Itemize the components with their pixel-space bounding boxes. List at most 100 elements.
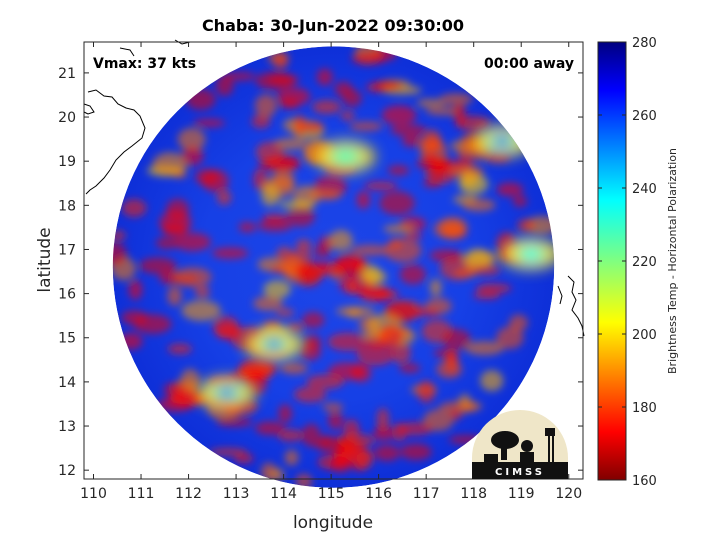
texture-cell [399, 363, 421, 373]
x-tick-label: 118 [460, 486, 487, 502]
texture-cell [445, 349, 459, 365]
x-tick-label: 112 [175, 486, 202, 502]
texture-cell [112, 242, 127, 266]
texture-cell [255, 421, 285, 436]
texture-cell [384, 238, 422, 263]
texture-cell [295, 239, 312, 252]
x-axis-label: longitude [293, 513, 373, 533]
texture-cell [278, 404, 293, 423]
texture-cell [260, 183, 280, 207]
coastline-right [557, 275, 585, 337]
texture-cell [167, 286, 182, 306]
texture-cell [404, 232, 423, 241]
texture-cell [517, 218, 536, 232]
y-axis-label: latitude [35, 227, 55, 292]
y-tick-label: 20 [58, 110, 76, 126]
texture-cell [233, 453, 254, 464]
texture-cell [211, 247, 249, 259]
texture-cell [255, 71, 295, 90]
texture-cell [302, 121, 324, 133]
texture-cell [346, 308, 362, 318]
texture-cell [215, 75, 234, 97]
convection-core [337, 150, 354, 163]
texture-cell [307, 189, 342, 201]
texture-cell [423, 409, 454, 432]
texture-cell [480, 370, 504, 392]
texture-cell [194, 285, 211, 299]
x-tick-label: 115 [318, 486, 345, 502]
y-tick-label: 21 [58, 66, 76, 82]
texture-cell [286, 322, 304, 333]
time-away-annotation: 00:00 away [484, 56, 574, 72]
colorbar-tick-label: 220 [632, 255, 657, 270]
texture-cell [373, 426, 394, 442]
texture-cell [312, 99, 342, 115]
texture-cell [461, 198, 496, 212]
texture-cell [496, 326, 524, 349]
texture-cell [314, 437, 355, 453]
texture-cell [342, 89, 362, 107]
texture-cell [414, 307, 441, 317]
texture-cell [387, 165, 410, 176]
texture-cell [139, 257, 177, 274]
texture-cell [222, 72, 256, 81]
texture-cell [302, 311, 325, 329]
texture-cell [416, 98, 446, 108]
texture-cell [181, 146, 204, 166]
texture-cell [216, 189, 232, 206]
colorbar-tick-label: 240 [632, 182, 657, 197]
texture-cell [167, 343, 193, 355]
texture-cell [177, 127, 206, 151]
convection-core [218, 386, 235, 399]
texture-cell [181, 300, 221, 322]
texture-cell [269, 468, 285, 482]
texture-cell [472, 264, 501, 276]
texture-cell [378, 324, 403, 347]
texture-cell [472, 291, 501, 300]
texture-cell [360, 288, 400, 300]
texture-cell [327, 411, 344, 430]
texture-cell [476, 283, 512, 294]
texture-cell [391, 422, 408, 442]
texture-cell [423, 129, 442, 153]
convection-core [266, 338, 283, 351]
texture-cell [372, 80, 403, 91]
texture-cell [263, 280, 291, 299]
texture-cell [400, 443, 432, 461]
texture-cell [356, 191, 371, 209]
texture-cell [280, 362, 309, 375]
colorbar-tick-label: 260 [632, 109, 657, 124]
colorbar-tick-label: 200 [632, 328, 657, 343]
svg-text:CIMSS: CIMSS [495, 467, 545, 478]
texture-cell [399, 264, 426, 285]
x-tick-label: 111 [128, 486, 155, 502]
y-tick-label: 13 [58, 419, 76, 435]
texture-cell [273, 53, 289, 70]
texture-cell [295, 473, 313, 488]
texture-cell [350, 363, 372, 383]
texture-cell [278, 200, 315, 209]
texture-cell [121, 310, 148, 325]
vmax-annotation: Vmax: 37 kts [93, 56, 196, 72]
texture-cell [329, 229, 353, 251]
texture-cell [429, 249, 464, 262]
texture-cell [284, 449, 299, 466]
y-tick-label: 14 [58, 375, 76, 391]
texture-cell [212, 315, 240, 338]
texture-cell [360, 269, 388, 284]
texture-cell [356, 342, 395, 366]
y-tick-label: 18 [58, 198, 76, 214]
texture-cell [275, 308, 295, 317]
texture-cell [338, 256, 367, 269]
texture-cell [297, 266, 322, 287]
x-tick-label: 116 [365, 486, 392, 502]
texture-cell [173, 267, 212, 287]
texture-cell [155, 236, 179, 250]
texture-cell [423, 179, 442, 188]
texture-cell [306, 374, 344, 390]
colorbar-tick-label: 160 [632, 474, 657, 489]
x-tick-label: 119 [508, 486, 535, 502]
texture-cell [453, 102, 466, 127]
texture-cell [121, 198, 147, 218]
y-tick-label: 16 [58, 287, 76, 303]
